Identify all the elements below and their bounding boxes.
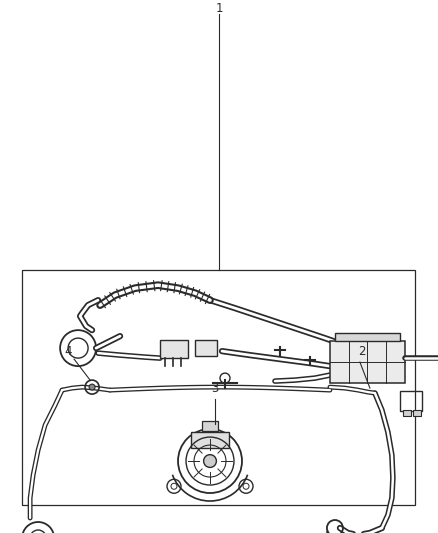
Bar (400, 391, 422, 411)
Text: 1: 1 (215, 2, 223, 15)
Circle shape (89, 384, 95, 390)
Bar (22, 270, 415, 505)
Bar (202, 421, 218, 431)
Text: 4: 4 (64, 345, 72, 358)
Text: 3: 3 (211, 382, 219, 395)
Bar (160, 340, 188, 358)
Bar (403, 410, 411, 416)
Circle shape (204, 455, 216, 467)
Bar (191, 432, 229, 448)
Bar (195, 340, 217, 356)
Bar (330, 341, 405, 383)
Text: 2: 2 (358, 345, 366, 358)
Bar (335, 333, 400, 341)
Bar (413, 410, 421, 416)
